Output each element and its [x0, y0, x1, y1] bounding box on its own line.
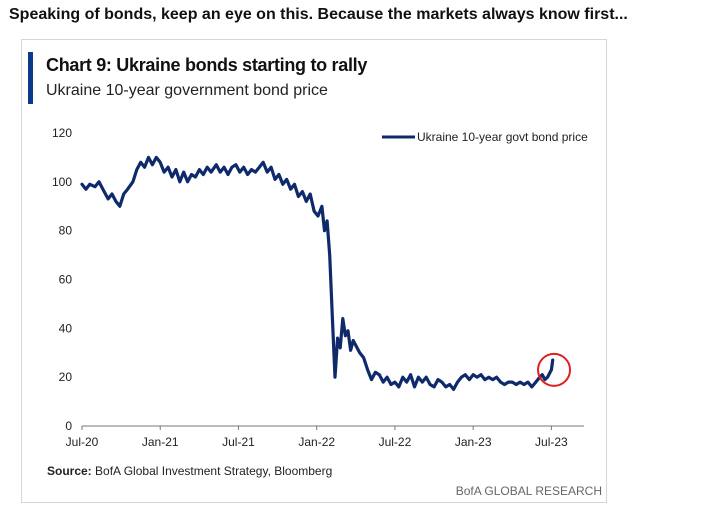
title-accent-bar — [28, 52, 33, 104]
source-note: Source: BofA Global Investment Strategy,… — [47, 464, 332, 478]
y-tick-label: 100 — [52, 175, 72, 189]
chart-subtitle: Ukraine 10-year government bond price — [46, 82, 328, 99]
y-tick-label: 120 — [52, 126, 72, 140]
x-tick-label: Jan-22 — [298, 435, 335, 449]
y-tick-label: 0 — [65, 419, 72, 433]
page-headline: Speaking of bonds, keep an eye on this. … — [9, 6, 628, 23]
x-tick-label: Jul-21 — [222, 435, 255, 449]
y-axis-ticks: 0 20 40 60 80 100 120 — [52, 126, 72, 433]
source-text: BofA Global Investment Strategy, Bloombe… — [95, 464, 333, 478]
y-tick-label: 20 — [59, 370, 73, 384]
line-chart: 0 20 40 60 80 100 120 Jul-20 Jan-21 Jul-21 Jan-22… — [52, 126, 588, 449]
highlight-circle — [537, 352, 572, 387]
x-tick-label: Jul-20 — [66, 435, 99, 449]
y-tick-label: 40 — [59, 321, 73, 335]
x-tick-label: Jul-22 — [379, 435, 412, 449]
branding-text: BofA GLOBAL RESEARCH — [455, 484, 602, 498]
y-tick-label: 80 — [59, 224, 73, 238]
chart-title: Chart 9: Ukraine bonds starting to rally — [46, 55, 368, 75]
source-label: Source: — [47, 464, 92, 478]
y-tick-label: 60 — [59, 273, 73, 287]
chart-legend: Ukraine 10-year govt bond price — [382, 130, 588, 144]
x-axis-ticks: Jul-20 Jan-21 Jul-21 Jan-22 Jul-22 Jan-23 Jul-… — [66, 426, 568, 449]
x-tick-label: Jul-23 — [535, 435, 568, 449]
x-tick-label: Jan-23 — [455, 435, 492, 449]
chart-card: Chart 9: Ukraine bonds starting to rally… — [21, 39, 607, 503]
x-tick-label: Jan-21 — [142, 435, 179, 449]
series-line-ukraine-bond — [80, 155, 555, 391]
legend-label: Ukraine 10-year govt bond price — [417, 130, 588, 144]
